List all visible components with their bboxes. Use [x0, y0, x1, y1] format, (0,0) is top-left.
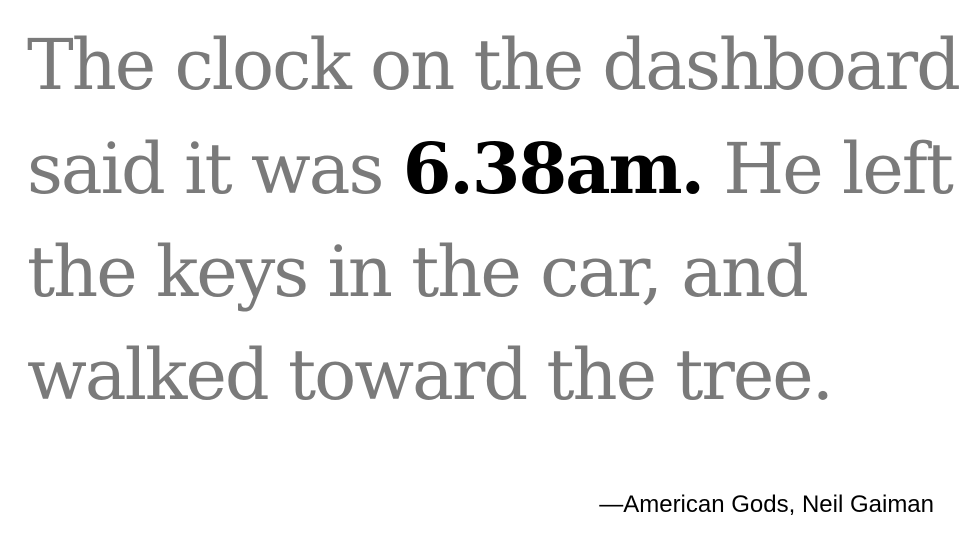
highlighted-time: 6.38am. — [402, 127, 705, 210]
quote-line-2: said it was 6.38am. He left — [27, 117, 954, 221]
quote-line-4: walked toward the tree. — [27, 334, 834, 416]
quote-attribution: —American Gods, Neil Gaiman — [599, 491, 934, 518]
quote-line-1: The clock on the dashboard — [27, 24, 960, 106]
quote-line-2-end: He left — [703, 128, 954, 210]
quote-text: The clock on the dashboard said it was 6… — [27, 14, 960, 427]
quote-line-2-start: said it was — [27, 128, 403, 210]
quote-line-3: the keys in the car, and — [27, 231, 809, 313]
